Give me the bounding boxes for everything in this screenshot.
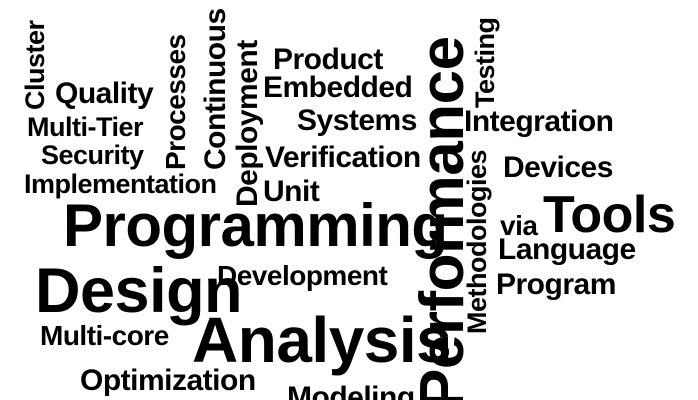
word-programming: Programming: [63, 192, 448, 259]
word-devices: Devices: [503, 151, 613, 184]
word-program: Program: [496, 268, 616, 301]
word-cluster: Cluster: [20, 20, 50, 110]
word-deployment: Deployment: [231, 40, 264, 207]
word-systems: Systems: [297, 104, 417, 137]
word-integration: Integration: [464, 105, 614, 138]
word-design: Design: [35, 256, 243, 326]
word-security: Security: [41, 140, 144, 170]
word-quality: Quality: [55, 77, 154, 110]
word-multi-tier: Multi-Tier: [27, 112, 144, 142]
word-optimization: Optimization: [80, 364, 256, 397]
word-product: Product: [273, 43, 383, 76]
word-embedded: Embedded: [263, 71, 413, 104]
word-multi-core: Multi-core: [40, 320, 169, 351]
word-analysis: Analysis: [192, 304, 452, 376]
word-via: via: [500, 210, 538, 241]
word-implementation: Implementation: [24, 169, 217, 199]
word-testing: Testing: [470, 17, 500, 109]
word-unit: Unit: [263, 175, 320, 208]
word-tools: Tools: [543, 186, 676, 244]
word-language: Language: [498, 233, 636, 266]
word-modeling: Modeling: [287, 381, 415, 400]
word-methodologies: Methodologies: [462, 150, 492, 334]
word-development: Development: [217, 260, 388, 291]
word-verification: Verification: [265, 141, 421, 174]
word-processes: Processes: [160, 34, 191, 170]
word-continuous: Continuous: [199, 8, 232, 170]
